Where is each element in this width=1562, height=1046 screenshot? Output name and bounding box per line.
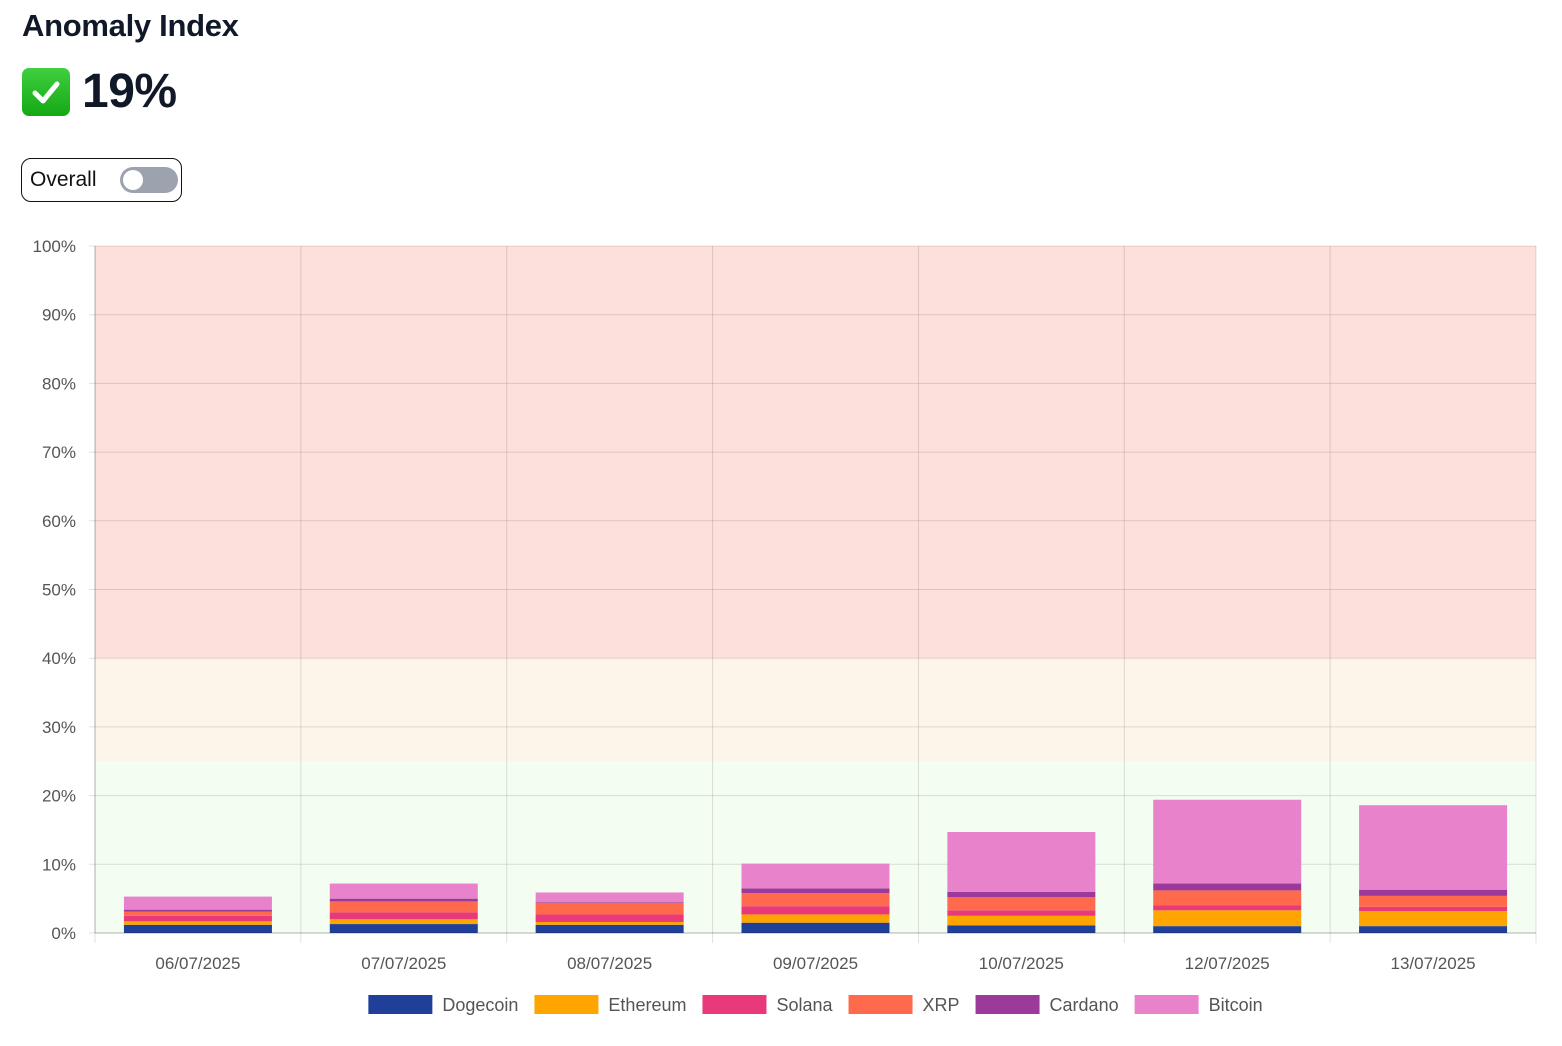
bar-bitcoin: [1153, 799, 1302, 884]
x-tick-label: 09/07/2025: [773, 954, 858, 973]
y-tick-label: 10%: [42, 855, 76, 874]
y-tick-label: 80%: [42, 374, 76, 393]
grid-lines: [89, 245, 1537, 943]
bar-xrp: [1153, 890, 1302, 906]
zone-band-1: [95, 658, 1536, 762]
page-title: Anomaly Index: [22, 8, 239, 43]
bar-solana: [535, 914, 684, 923]
zone-band-2: [95, 246, 1536, 659]
bar-bitcoin: [741, 863, 890, 889]
bar-bitcoin: [123, 896, 272, 910]
x-tick-label: 13/07/2025: [1391, 954, 1476, 973]
y-tick-label: 0%: [51, 924, 76, 943]
bar-dogecoin: [535, 924, 684, 933]
bar-ethereum: [1359, 911, 1508, 927]
bar-solana: [329, 912, 478, 920]
bar-dogecoin: [123, 924, 272, 933]
bar-bitcoin: [535, 892, 684, 903]
bar-bitcoin: [947, 832, 1096, 892]
y-tick-label: 20%: [42, 787, 76, 806]
y-tick-label: 90%: [42, 306, 76, 325]
bar-dogecoin: [329, 924, 478, 933]
x-tick-label: 07/07/2025: [361, 954, 446, 973]
score-row: 19%: [22, 64, 177, 119]
y-tick-label: 40%: [42, 649, 76, 668]
legend: Dogecoin Ethereum Solana XRP Cardano Bitcoin: [368, 995, 1263, 1015]
bar-cardano: [947, 891, 1096, 898]
bar-dogecoin: [741, 922, 890, 933]
bar-ethereum: [947, 915, 1096, 926]
bar-xrp: [947, 897, 1096, 911]
bar-dogecoin: [1153, 926, 1302, 933]
toggle-switch[interactable]: [120, 167, 178, 193]
bar-cardano: [329, 898, 478, 902]
legend-label-ethereum: Ethereum: [608, 995, 686, 1015]
bar-xrp: [123, 911, 272, 916]
bar-solana: [741, 906, 890, 915]
check-mark-icon: [22, 67, 70, 116]
legend-swatch-dogecoin: [368, 995, 433, 1014]
y-tick-label: 50%: [42, 581, 76, 600]
bar-ethereum: [741, 914, 890, 923]
bar-cardano: [741, 888, 890, 894]
toggle-label: Overall: [30, 168, 97, 191]
bar-cardano: [123, 909, 272, 912]
stacked-bars: [123, 799, 1508, 933]
bar-ethereum: [329, 919, 478, 925]
bar-ethereum: [123, 921, 272, 925]
legend-label-solana: Solana: [776, 995, 833, 1015]
bar-xrp: [741, 893, 890, 907]
bar-xrp: [1359, 895, 1508, 907]
legend-swatch-bitcoin: [1134, 995, 1199, 1014]
legend-label-xrp: XRP: [923, 995, 960, 1015]
bar-cardano: [1153, 883, 1302, 891]
legend-label-bitcoin: Bitcoin: [1209, 995, 1263, 1015]
bar-dogecoin: [1359, 926, 1508, 933]
axes: 0% 10% 20% 30% 40% 50% 60% 70% 80% 90% 100% 06/07/2…: [33, 237, 1536, 973]
bar-ethereum: [1153, 910, 1302, 927]
y-tick-label: 30%: [42, 718, 76, 737]
bar-xrp: [535, 902, 684, 915]
legend-swatch-xrp: [848, 995, 913, 1014]
x-tick-label: 06/07/2025: [155, 954, 240, 973]
bar-cardano: [1359, 889, 1508, 896]
x-tick-label: 10/07/2025: [979, 954, 1064, 973]
bar-bitcoin: [329, 883, 478, 899]
legend-swatch-ethereum: [534, 995, 599, 1014]
y-tick-label: 70%: [42, 443, 76, 462]
legend-label-dogecoin: Dogecoin: [442, 995, 518, 1015]
x-tick-label: 12/07/2025: [1185, 954, 1270, 973]
bar-solana: [1153, 905, 1302, 911]
bar-xrp: [329, 901, 478, 913]
bar-cardano: [535, 902, 684, 903]
bar-bitcoin: [1359, 805, 1508, 890]
bar-dogecoin: [947, 925, 1096, 933]
anomaly-score: 19%: [82, 65, 177, 118]
y-tick-label: 100%: [33, 237, 76, 256]
y-tick-label: 60%: [42, 512, 76, 531]
bar-solana: [1359, 906, 1508, 912]
legend-label-cardano: Cardano: [1050, 995, 1119, 1015]
legend-swatch-cardano: [975, 995, 1040, 1014]
toggle-knob: [123, 170, 143, 190]
bar-ethereum: [535, 922, 684, 925]
overall-toggle[interactable]: Overall: [21, 158, 182, 202]
legend-swatch-solana: [702, 995, 767, 1014]
x-tick-label: 08/07/2025: [567, 954, 652, 973]
bar-solana: [123, 915, 272, 922]
bar-solana: [947, 910, 1096, 916]
